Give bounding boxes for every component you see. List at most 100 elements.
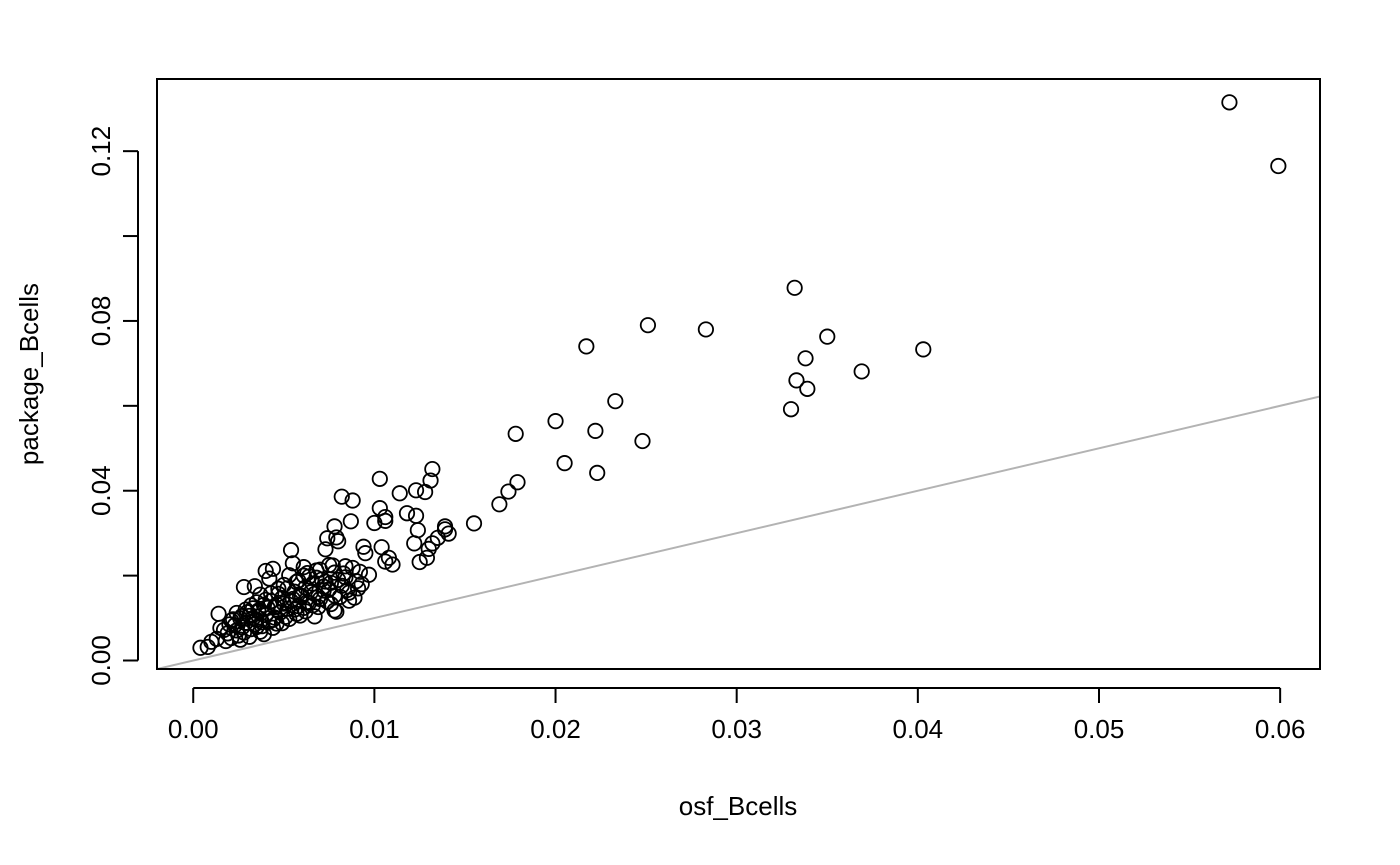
data-point [1221,94,1238,111]
data-point [639,317,657,334]
data-point [221,616,238,633]
data-point [819,328,836,345]
data-point [424,460,441,478]
x-tick-label: 0.00 [168,714,219,744]
data-point [377,553,394,570]
data-point [340,592,358,609]
data-point [324,557,341,574]
data-point [328,603,345,620]
data-point [417,483,434,501]
data-point [255,596,272,614]
data-point [547,413,564,430]
data-point [578,338,595,355]
data-point [286,601,303,618]
data-point [330,533,347,550]
data-point [353,576,370,593]
data-point [420,540,437,557]
data-point [500,483,517,500]
data-point [853,363,870,380]
data-point [491,496,508,513]
data-point [199,638,216,656]
data-point [509,474,526,491]
data-point [587,422,604,439]
data-point [264,560,282,577]
data-point [246,578,263,595]
data-point [282,542,300,559]
data-point [607,393,624,410]
data-point [235,578,253,596]
x-tick-label: 0.05 [1074,714,1125,744]
data-point [293,587,311,605]
data-point [308,569,325,586]
data-point [799,380,816,397]
data-point [634,432,651,450]
data-point [797,350,814,367]
x-axis-label: osf_Bcells [679,791,798,821]
x-tick-label: 0.02 [530,714,581,744]
data-point [335,565,352,582]
data-point [782,401,800,418]
data-point [357,545,374,562]
data-point [406,535,423,552]
y-tick-label: 0.00 [86,635,116,686]
x-tick-label: 0.01 [349,714,400,744]
data-point [284,555,301,572]
data-point [234,607,251,625]
data-point [355,538,372,555]
data-point [224,611,242,628]
data-point [244,609,262,627]
data-point [411,553,428,571]
data-point [310,588,327,605]
data-point [398,505,416,522]
data-point [320,581,338,598]
y-tick-label: 0.12 [86,126,116,177]
identity-reference-line [157,395,1320,669]
data-point [384,556,401,573]
data-point [326,518,343,535]
data-point [589,464,606,481]
data-point [317,541,334,558]
x-axis: 0.00 0.01 0.02 0.03 0.04 0.05 0.06 [168,687,1306,744]
data-point [279,580,296,597]
data-point [257,562,274,580]
data-point [299,564,316,582]
data-point [295,567,312,584]
data-points [192,94,1287,656]
y-axis: 0.00 0.04 0.08 0.12 [86,126,139,686]
data-point [391,485,408,502]
plot-frame [156,78,1321,670]
data-point [319,530,336,547]
x-tick-label: 0.03 [711,714,762,744]
y-axis-label: package_Bcells [14,283,44,465]
x-tick-label: 0.06 [1255,714,1306,744]
y-tick-label: 0.04 [86,465,116,516]
x-tick-label: 0.04 [893,714,944,744]
data-point [317,573,334,590]
data-point [915,341,932,358]
data-point [248,618,265,636]
data-point [366,514,383,532]
data-point [333,488,350,505]
data-point [556,455,573,472]
data-point [264,611,282,628]
data-point [377,512,394,529]
data-point [268,615,285,632]
data-point [349,580,367,597]
data-point [429,529,446,546]
data-point [786,279,803,296]
data-point [1270,157,1287,175]
data-point [304,597,321,614]
data-point [351,563,368,580]
data-point [342,513,359,530]
data-point [697,321,714,338]
data-point [371,470,388,487]
data-point [337,558,354,575]
data-point [339,581,356,599]
data-point [192,639,209,656]
data-point [407,482,425,499]
y-tick-label: 0.08 [86,296,116,347]
data-point [507,425,524,442]
data-point [440,525,457,542]
data-point [344,492,361,509]
